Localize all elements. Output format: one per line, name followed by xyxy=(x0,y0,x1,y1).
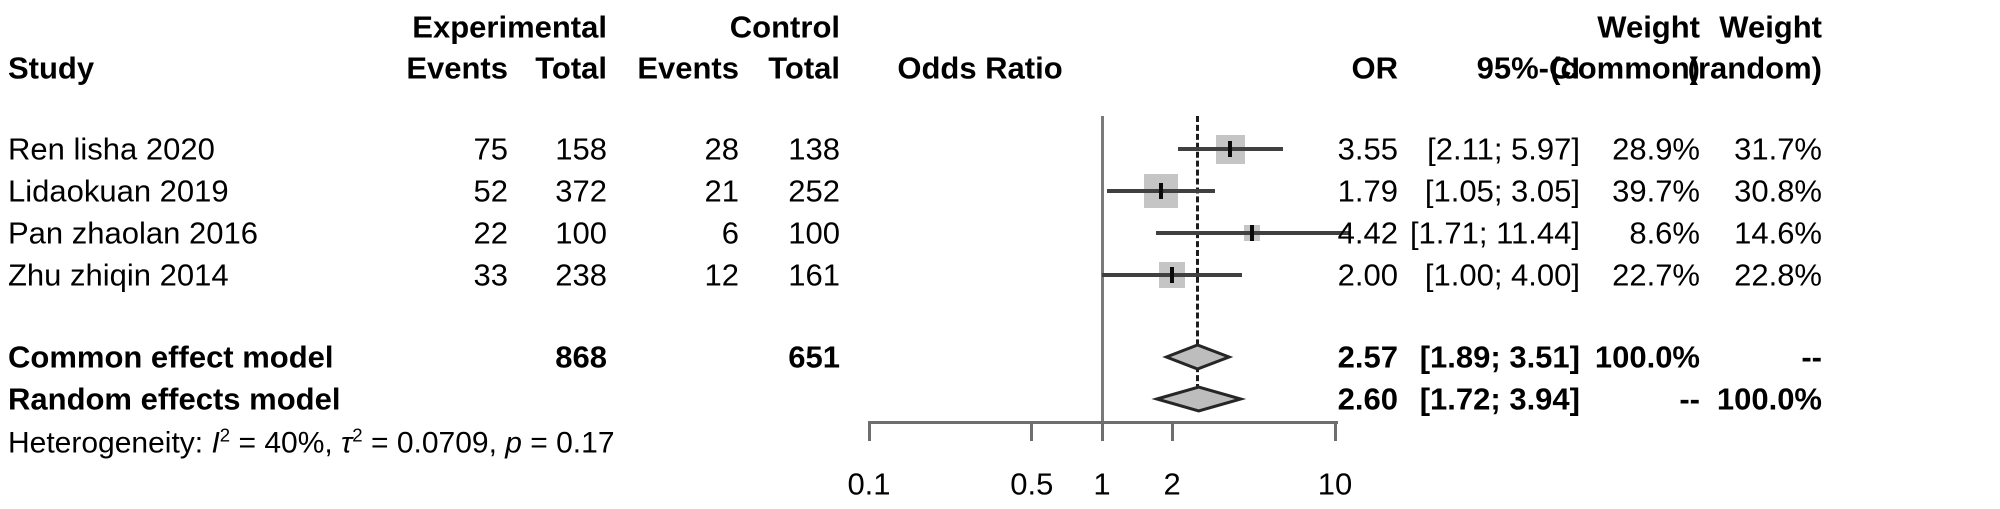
header-experimental-group: Experimental xyxy=(412,9,607,45)
het-prefix: Heterogeneity: xyxy=(8,426,212,460)
het-tau-value: = 0.0709, xyxy=(362,426,506,460)
pooled-estimate-dashed-line xyxy=(1196,116,1199,390)
ctrl-total-value: 252 xyxy=(788,173,840,209)
ctrl-events-value: 6 xyxy=(721,215,739,251)
weight-common-value: 8.6% xyxy=(1629,215,1700,251)
pooled-or-value: 2.60 xyxy=(1337,381,1398,417)
point-estimate-tick xyxy=(1228,141,1233,157)
ci-value: [1.71; 11.44] xyxy=(1409,215,1580,251)
x-axis-tick xyxy=(1333,421,1337,441)
exp-events-value: 33 xyxy=(473,257,508,293)
x-axis-tick xyxy=(1170,421,1174,441)
pooled-ci-value: [1.89; 3.51] xyxy=(1419,339,1580,375)
pooled-exp-total: 868 xyxy=(555,339,607,375)
weight-common-value: 28.9% xyxy=(1612,131,1700,167)
or-value: 2.00 xyxy=(1337,257,1398,293)
pooled-weight-random: -- xyxy=(1801,339,1822,375)
header-study: Study xyxy=(8,50,95,86)
ctrl-events-value: 12 xyxy=(704,257,739,293)
weight-random-value: 31.7% xyxy=(1734,131,1822,167)
exp-events-value: 52 xyxy=(473,173,508,209)
weight-random-value: 14.6% xyxy=(1734,215,1822,251)
het-i-sup: 2 xyxy=(219,424,231,446)
ci-value: [2.11; 5.97] xyxy=(1427,131,1580,167)
study-row-label: Zhu zhiqin 2014 xyxy=(8,257,229,293)
exp-events-value: 22 xyxy=(473,215,508,251)
x-axis-tick-label: 0.5 xyxy=(1010,466,1054,502)
or-value: 3.55 xyxy=(1337,131,1398,167)
x-axis-tick-label: 1 xyxy=(1093,466,1111,502)
ctrl-total-value: 138 xyxy=(788,131,840,167)
weight-common-value: 39.7% xyxy=(1612,173,1700,209)
header-weight-random-sub: (random) xyxy=(1687,50,1822,86)
header-ctrl-events: Events xyxy=(637,50,739,86)
point-estimate-tick xyxy=(1170,267,1175,283)
x-axis-tick-label: 10 xyxy=(1317,466,1353,502)
ctrl-events-value: 21 xyxy=(704,173,739,209)
x-axis-tick xyxy=(1100,421,1104,441)
x-axis-tick-label: 2 xyxy=(1163,466,1181,502)
study-row-label: Ren lisha 2020 xyxy=(8,131,215,167)
exp-total-value: 158 xyxy=(555,131,607,167)
pooled-diamond xyxy=(1151,385,1247,413)
pooled-ctrl-total: 651 xyxy=(788,339,840,375)
ctrl-total-value: 161 xyxy=(788,257,840,293)
x-axis-tick xyxy=(867,421,871,441)
ctrl-total-value: 100 xyxy=(788,215,840,251)
header-exp-total: Total xyxy=(535,50,607,86)
exp-total-value: 238 xyxy=(555,257,607,293)
pooled-ci-value: [1.72; 3.94] xyxy=(1419,381,1580,417)
or-value: 4.42 xyxy=(1337,215,1398,251)
het-p-symbol: p xyxy=(505,426,522,460)
header-weight-common: Weight xyxy=(1597,9,1700,45)
het-tau-symbol: τ xyxy=(341,426,353,460)
point-estimate-tick xyxy=(1250,225,1255,241)
het-p-value: = 0.17 xyxy=(521,426,615,460)
het-tau-sup: 2 xyxy=(352,424,363,446)
exp-total-value: 100 xyxy=(555,215,607,251)
study-row-label: Lidaokuan 2019 xyxy=(8,173,229,209)
ci-value: [1.05; 3.05] xyxy=(1424,173,1580,209)
x-axis-tick xyxy=(1030,421,1034,441)
pooled-row-label: Random effects model xyxy=(8,381,341,417)
exp-total-value: 372 xyxy=(555,173,607,209)
header-or: OR xyxy=(1351,50,1399,86)
header-ctrl-total: Total xyxy=(768,50,840,86)
header-exp-events: Events xyxy=(406,50,508,86)
ci-value: [1.00; 4.00] xyxy=(1424,257,1580,293)
header-control-group: Control xyxy=(729,9,840,45)
header-ci: 95%-CI xyxy=(1476,50,1580,86)
weight-common-value: 22.7% xyxy=(1612,257,1700,293)
heterogeneity-note: Heterogeneity: I2 = 40%, τ2 = 0.0709, p … xyxy=(8,424,615,460)
x-axis-line xyxy=(869,421,1338,424)
header-weight-common-sub: (common) xyxy=(1550,50,1700,86)
exp-events-value: 75 xyxy=(473,131,508,167)
reference-line-or1 xyxy=(1100,116,1104,441)
header-weight-random: Weight xyxy=(1719,9,1822,45)
ctrl-events-value: 28 xyxy=(704,131,739,167)
weight-random-value: 22.8% xyxy=(1734,257,1822,293)
pooled-row-label: Common effect model xyxy=(8,339,334,375)
pooled-or-value: 2.57 xyxy=(1337,339,1398,375)
x-axis-tick-label: 0.1 xyxy=(847,466,891,502)
header-odds-ratio: Odds Ratio xyxy=(897,50,1063,86)
weight-random-value: 30.8% xyxy=(1734,173,1822,209)
pooled-weight-common: -- xyxy=(1679,381,1700,417)
het-i-symbol: I xyxy=(211,426,220,460)
pooled-weight-random: 100.0% xyxy=(1716,381,1822,417)
or-value: 1.79 xyxy=(1337,173,1398,209)
pooled-weight-common: 100.0% xyxy=(1594,339,1700,375)
study-row-label: Pan zhaolan 2016 xyxy=(8,215,258,251)
het-i-value: = 40%, xyxy=(230,426,342,460)
point-estimate-tick xyxy=(1158,183,1163,199)
